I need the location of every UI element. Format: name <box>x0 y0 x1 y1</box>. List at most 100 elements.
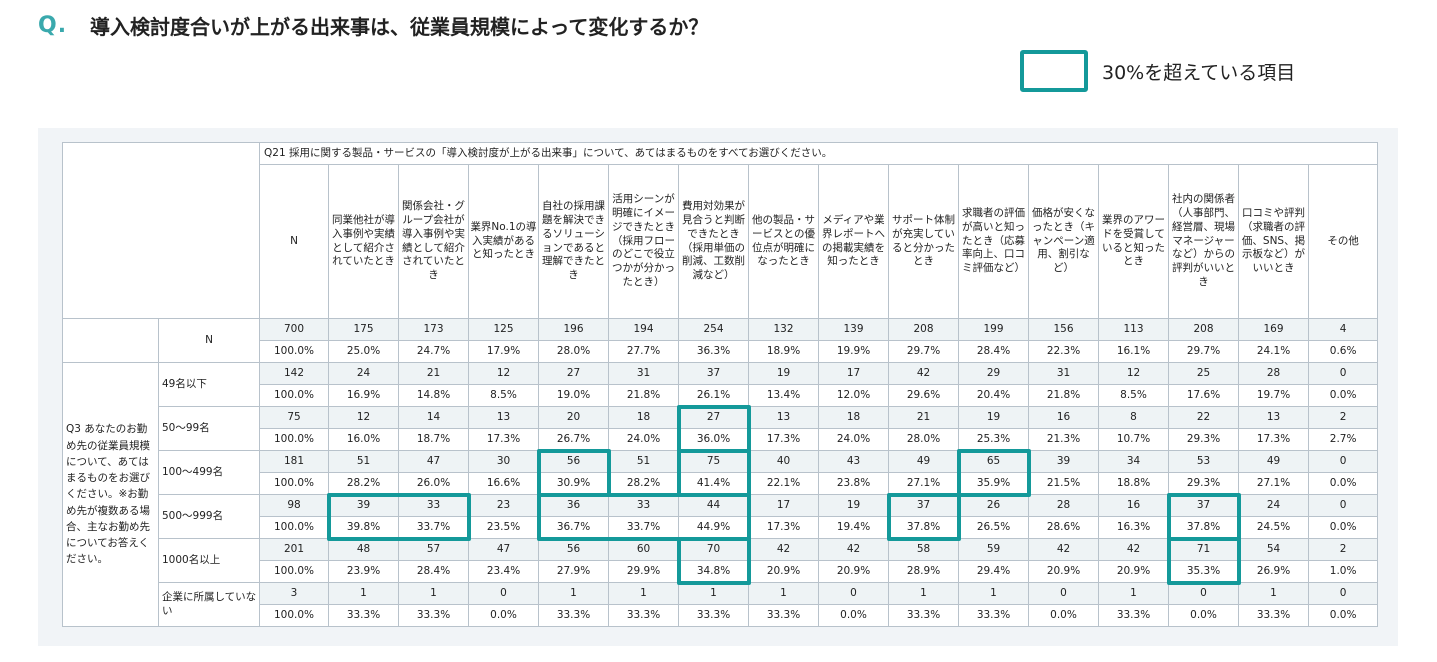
table-row: 100〜499名 181 51 47 30 56 51 75 40 43 49 65 39 34 53 49 0 <box>63 450 1379 495</box>
row-label: 500〜999名 <box>158 494 260 539</box>
count-cell: 60 <box>608 538 679 561</box>
percent-cell: 23.8% <box>818 472 889 495</box>
count-cell: 142 <box>259 362 329 385</box>
count-cell: 51 <box>328 450 399 473</box>
count-cell: 181 <box>259 450 329 473</box>
percent-cell: 37.8% <box>1168 516 1239 539</box>
count-cell: 44 <box>678 494 749 517</box>
table-row: 1000名以上 201 48 57 47 56 60 70 42 42 58 59 42 42 71 54 2 <box>63 538 1379 583</box>
count-cell: 57 <box>398 538 469 561</box>
count-cell: 65 <box>958 450 1029 473</box>
percent-cell: 27.1% <box>888 472 959 495</box>
percent-cell: 36.7% <box>538 516 609 539</box>
percent-cell: 33.3% <box>538 604 609 627</box>
count-cell: 1 <box>538 582 609 605</box>
count-cell: 1 <box>328 582 399 605</box>
percent-cell: 16.1% <box>1098 340 1169 363</box>
percent-cell: 16.3% <box>1098 516 1169 539</box>
count-cell: 54 <box>1238 538 1309 561</box>
percent-cell: 23.4% <box>468 560 539 583</box>
percent-cell: 100.0% <box>259 384 329 407</box>
count-cell: 47 <box>468 538 539 561</box>
percent-cell: 24.0% <box>608 428 679 451</box>
percent-cell: 33.3% <box>608 604 679 627</box>
count-cell: 208 <box>888 318 959 341</box>
percent-cell: 28.0% <box>888 428 959 451</box>
count-cell: 75 <box>678 450 749 473</box>
percent-cell: 17.6% <box>1168 384 1239 407</box>
percent-cell: 23.9% <box>328 560 399 583</box>
count-cell: 1 <box>398 582 469 605</box>
count-cell: 24 <box>1238 494 1309 517</box>
column-header: メディアや業界レポートへの掲載実績を知ったとき <box>818 164 889 319</box>
percent-cell: 29.7% <box>888 340 959 363</box>
count-cell: 42 <box>1028 538 1099 561</box>
count-cell: 36 <box>538 494 609 517</box>
count-cell: 19 <box>748 362 819 385</box>
count-cell: 21 <box>398 362 469 385</box>
table-row: 100.0% 39.8% 33.7% 23.5% 36.7% 33.7% 44.9% 17.3… <box>63 516 1379 539</box>
count-cell: 24 <box>328 362 399 385</box>
percent-cell: 8.5% <box>1098 384 1169 407</box>
table-row: 100.0% 16.9% 14.8% 8.5% 19.0% 21.8% 26.1% 13.4%… <box>63 384 1379 407</box>
count-cell: 18 <box>818 406 889 429</box>
count-cell: 13 <box>1238 406 1309 429</box>
count-cell: 59 <box>958 538 1029 561</box>
percent-cell: 0.0% <box>1168 604 1239 627</box>
count-cell: 1 <box>678 582 749 605</box>
count-cell: 14 <box>398 406 469 429</box>
table-row: 100.0% 23.9% 28.4% 23.4% 27.9% 29.9% 34.8% 20.9… <box>63 560 1379 583</box>
percent-cell: 33.3% <box>1238 604 1309 627</box>
count-cell: 42 <box>1098 538 1169 561</box>
question-mark: Q. <box>38 12 68 38</box>
count-cell: 194 <box>608 318 679 341</box>
table-row: N 700 175 173 125 196 194 254 132 139 208 199 156 113… <box>62 318 1379 363</box>
count-cell: 20 <box>538 406 609 429</box>
percent-cell: 28.0% <box>538 340 609 363</box>
percent-cell: 29.3% <box>1168 472 1239 495</box>
page-title: 導入検討度合いが上がる出来事は、従業員規模によって変化するか？ <box>90 14 709 39</box>
count-cell: 53 <box>1168 450 1239 473</box>
count-cell: 4 <box>1307 318 1379 341</box>
percent-cell: 100.0% <box>259 560 329 583</box>
percent-cell: 33.3% <box>958 604 1029 627</box>
percent-cell: 29.3% <box>1168 428 1239 451</box>
percent-cell: 16.0% <box>328 428 399 451</box>
percent-cell: 0.0% <box>1307 604 1379 627</box>
count-cell: 1 <box>608 582 679 605</box>
column-header: 他の製品・サービスとの優位点が明確になったとき <box>748 164 819 319</box>
count-cell: 1 <box>1098 582 1169 605</box>
column-header: 費用対効果が見合うと判断できたとき（採用単価の削減、工数削減など） <box>678 164 749 319</box>
percent-cell: 100.0% <box>259 604 329 627</box>
count-cell: 42 <box>818 538 889 561</box>
count-cell: 208 <box>1168 318 1239 341</box>
percent-cell: 12.0% <box>818 384 889 407</box>
blank-cell <box>62 318 159 363</box>
count-cell: 98 <box>259 494 329 517</box>
row-label: 50〜99名 <box>158 406 260 451</box>
percent-cell: 18.7% <box>398 428 469 451</box>
count-cell: 22 <box>1168 406 1239 429</box>
percent-cell: 0.0% <box>818 604 889 627</box>
column-header: 口コミや評判（求職者の評価、SNS、掲示板など）がいいとき <box>1238 164 1309 319</box>
count-cell: 1 <box>1238 582 1309 605</box>
table-row: 100.0% 25.0% 24.7% 17.9% 28.0% 27.7% 36.3% 18.9… <box>63 340 1379 363</box>
percent-cell: 37.8% <box>888 516 959 539</box>
count-cell: 37 <box>1168 494 1239 517</box>
count-cell: 700 <box>259 318 329 341</box>
percent-cell: 27.1% <box>1238 472 1309 495</box>
count-cell: 0 <box>1307 582 1379 605</box>
percent-cell: 19.7% <box>1238 384 1309 407</box>
percent-cell: 18.9% <box>748 340 819 363</box>
count-cell: 13 <box>468 406 539 429</box>
table-row: Q3 あなたのお勤め先の従業員規模について、あてはまるものをお選びください。※お… <box>62 362 1379 627</box>
percent-cell: 27.9% <box>538 560 609 583</box>
percent-cell: 21.8% <box>608 384 679 407</box>
percent-cell: 21.8% <box>1028 384 1099 407</box>
count-cell: 2 <box>1307 538 1379 561</box>
percent-cell: 39.8% <box>328 516 399 539</box>
count-cell: 34 <box>1098 450 1169 473</box>
count-cell: 51 <box>608 450 679 473</box>
percent-cell: 100.0% <box>259 428 329 451</box>
percent-cell: 16.9% <box>328 384 399 407</box>
